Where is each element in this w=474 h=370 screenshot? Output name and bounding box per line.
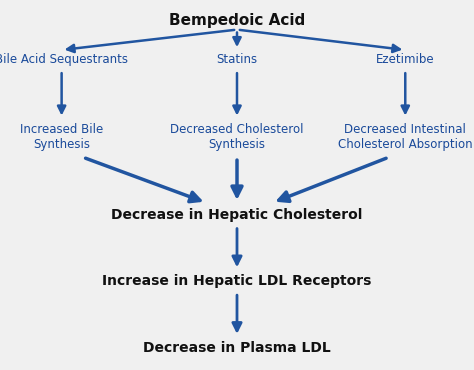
Text: Bempedoic Acid: Bempedoic Acid [169, 13, 305, 28]
Text: Increased Bile
Synthesis: Increased Bile Synthesis [20, 123, 103, 151]
Text: Decreased Cholesterol
Synthesis: Decreased Cholesterol Synthesis [170, 123, 304, 151]
Text: Decreased Intestinal
Cholesterol Absorption: Decreased Intestinal Cholesterol Absorpt… [338, 123, 473, 151]
Text: Decrease in Hepatic Cholesterol: Decrease in Hepatic Cholesterol [111, 208, 363, 222]
Text: Increase in Hepatic LDL Receptors: Increase in Hepatic LDL Receptors [102, 274, 372, 288]
Text: Decrease in Plasma LDL: Decrease in Plasma LDL [143, 341, 331, 355]
Text: Ezetimibe: Ezetimibe [376, 53, 435, 66]
Text: Statins: Statins [217, 53, 257, 66]
Text: Bile Acid Sequestrants: Bile Acid Sequestrants [0, 53, 128, 66]
